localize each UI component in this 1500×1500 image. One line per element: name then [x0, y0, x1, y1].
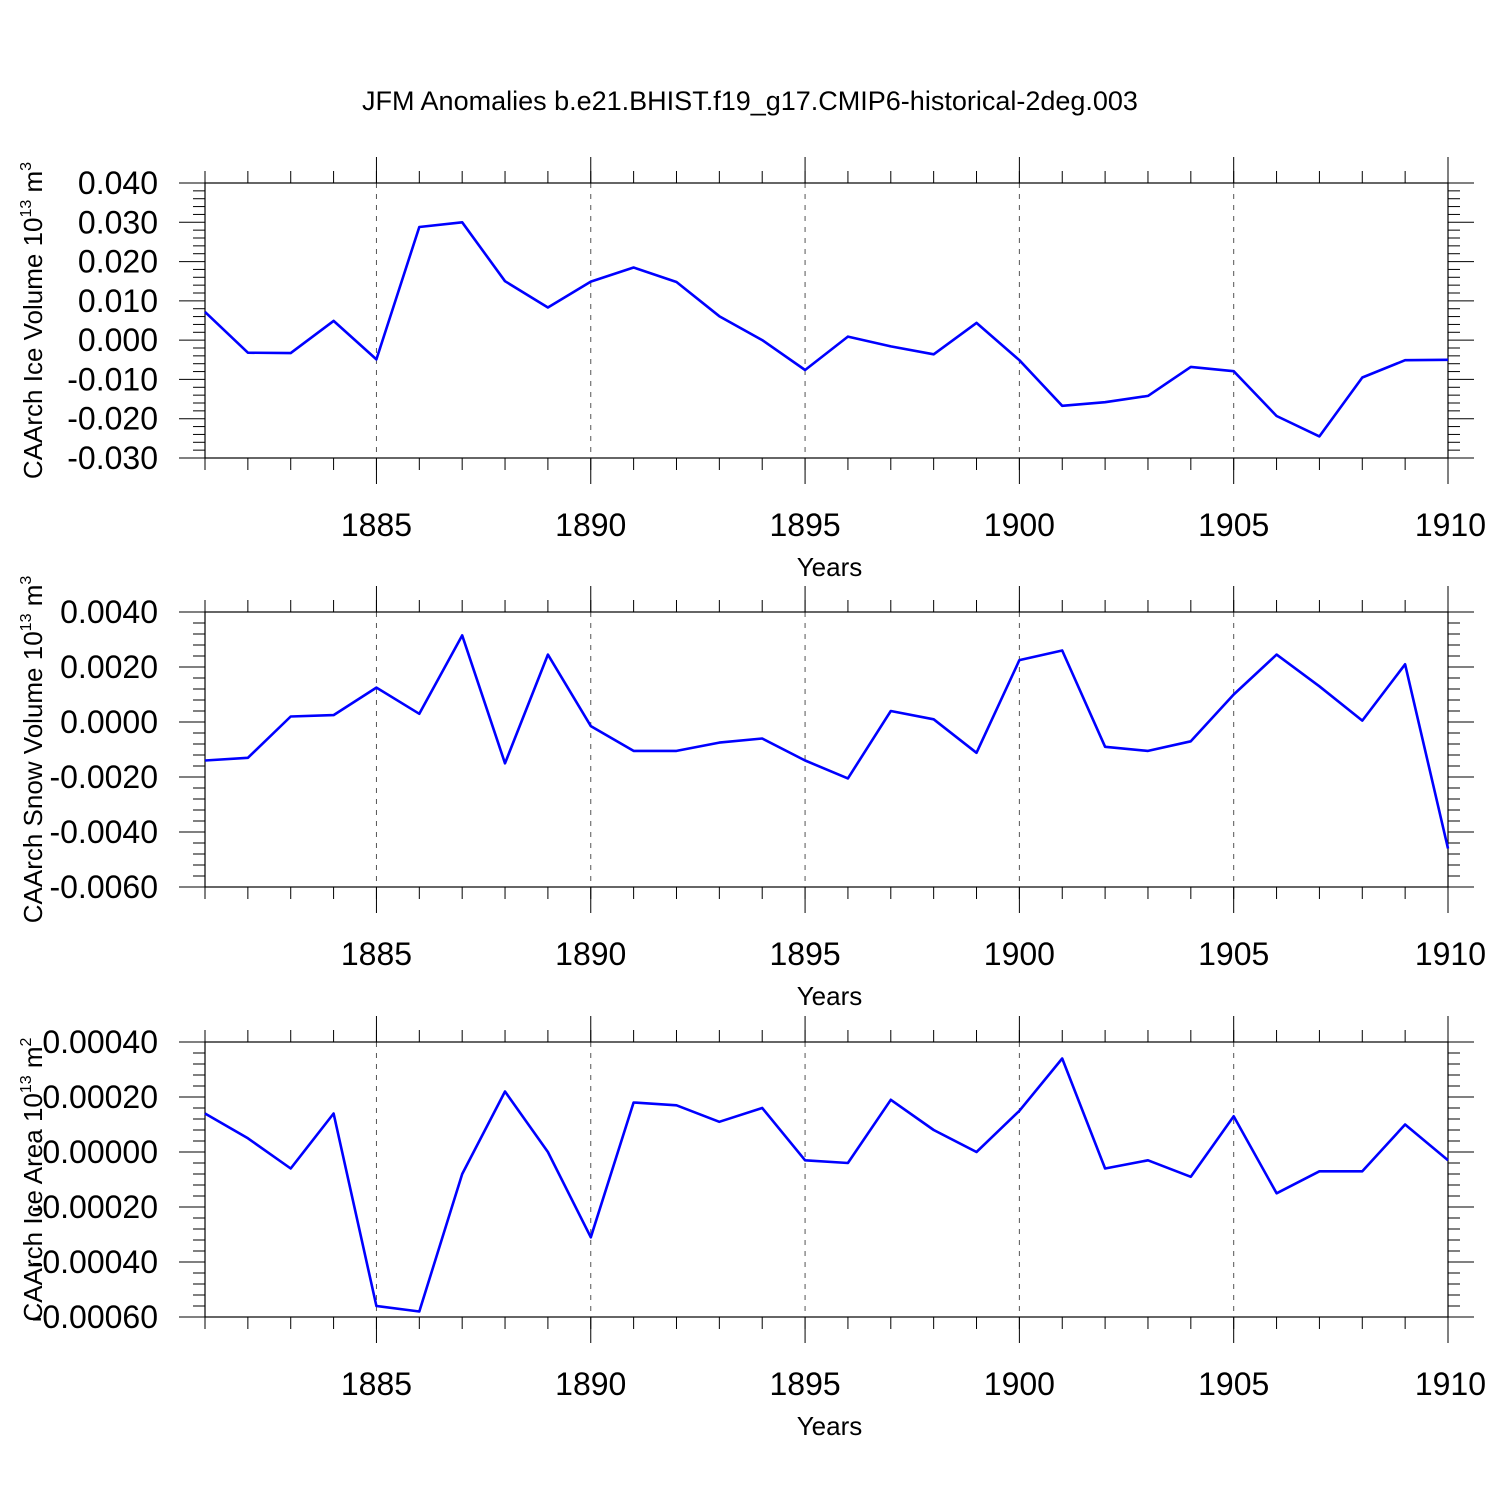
y-tick-label: -0.0020	[49, 759, 158, 795]
y-axis-label: CAArch Ice Area 1013 m2	[18, 1037, 48, 1321]
x-axis-label: Years	[797, 552, 863, 582]
y-tick-label: 0.00000	[42, 1134, 158, 1170]
x-tick-label: 1910	[1415, 1366, 1486, 1402]
x-axis-label: Years	[797, 1411, 863, 1441]
plot-frame	[204, 611, 1449, 888]
data-line	[204, 634, 1450, 849]
x-tick-label: 1900	[984, 1366, 1055, 1402]
plot-frame	[204, 182, 1449, 459]
chart-panel-3: 1885 1890 1895 1900 1905 1910 0.00040 0.00020 0.…	[18, 1016, 1486, 1441]
x-tick-label: 1900	[984, 936, 1055, 972]
figure-title: JFM Anomalies b.e21.BHIST.f19_g17.CMIP6-…	[362, 86, 1138, 116]
x-tick-label: 1895	[769, 1366, 840, 1402]
x-tick-label: 1890	[555, 936, 626, 972]
x-tick-label: 1890	[555, 507, 626, 543]
x-tick-label: 1910	[1415, 507, 1486, 543]
y-axis-label: CAArch Snow Volume 1013 m3	[18, 576, 48, 924]
y-tick-label: -0.00040	[32, 1244, 158, 1280]
x-tick-label: 1900	[984, 507, 1055, 543]
x-tick-label: 1895	[769, 507, 840, 543]
y-tick-label: -0.00060	[32, 1299, 158, 1335]
x-tick-label: 1885	[341, 1366, 412, 1402]
y-axis-label: CAArch Ice Volume 1013 m3	[18, 162, 48, 479]
y-tick-label: 0.020	[78, 244, 158, 280]
y-tick-label: 0.0040	[60, 594, 158, 630]
y-tick-label: -0.010	[67, 361, 158, 397]
data-line	[204, 221, 1449, 438]
y-tick-label: 0.00040	[42, 1024, 158, 1060]
chart-panel-2: 1885 1890 1895 1900 1905 1910 0.0040 0.0020 0.00…	[18, 576, 1486, 1011]
y-tick-label: -0.00020	[32, 1189, 158, 1225]
data-line	[204, 1057, 1449, 1313]
y-tick-label: 0.000	[78, 322, 158, 358]
x-tick-label: 1885	[341, 936, 412, 972]
y-tick-label: 0.0000	[60, 704, 158, 740]
x-tick-label: 1885	[341, 507, 412, 543]
y-tick-label: -0.030	[67, 440, 158, 476]
y-tick-label: -0.0060	[49, 869, 158, 905]
y-tick-label: 0.040	[78, 165, 158, 201]
x-tick-label: 1905	[1198, 1366, 1269, 1402]
y-tick-label: 0.030	[78, 204, 158, 240]
y-tick-label: -0.020	[67, 401, 158, 437]
x-tick-label: 1890	[555, 1366, 626, 1402]
x-tick-label: 1895	[769, 936, 840, 972]
plot-frame	[204, 1041, 1449, 1318]
x-tick-label: 1905	[1198, 507, 1269, 543]
y-tick-label: 0.00020	[42, 1079, 158, 1115]
x-axis-label: Years	[797, 981, 863, 1011]
x-tick-label: 1905	[1198, 936, 1269, 972]
y-tick-label: 0.010	[78, 283, 158, 319]
y-tick-label: 0.0020	[60, 649, 158, 685]
x-tick-label: 1910	[1415, 936, 1486, 972]
chart-panel-1: 1885 1890 1895 1900 1905 19100.0400.0300.0200…	[18, 157, 1486, 582]
y-tick-label: -0.0040	[49, 814, 158, 850]
